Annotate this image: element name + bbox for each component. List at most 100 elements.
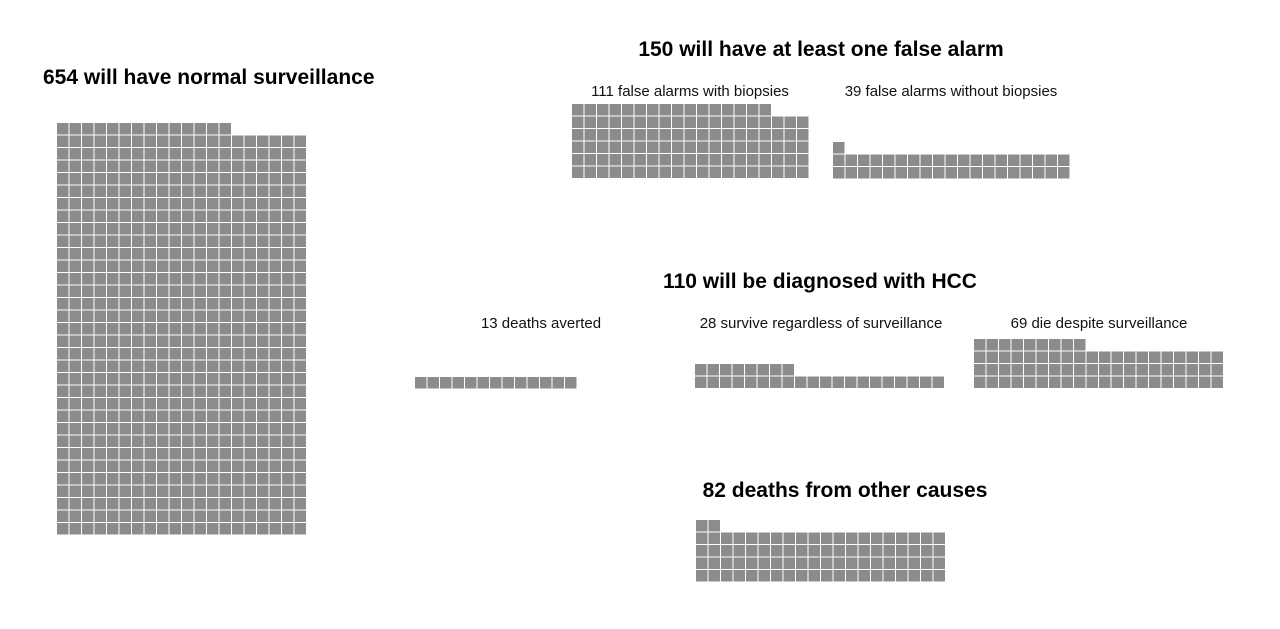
waffle-normal-cell	[282, 147, 294, 159]
waffle-normal-cell	[294, 410, 306, 422]
waffle-without-biopsies-cell	[895, 166, 907, 178]
waffle-with-biopsies-cell	[634, 116, 646, 128]
waffle-normal-cell	[244, 272, 256, 284]
waffle-normal-cell	[269, 372, 281, 384]
waffle-with-biopsies-cell	[759, 104, 771, 116]
waffle-normal-cell	[194, 310, 206, 322]
waffle-normal-cell	[169, 422, 181, 434]
waffle-survive-cell	[870, 376, 882, 388]
waffle-normal-cell	[119, 510, 131, 522]
waffle-normal-cell	[157, 135, 169, 147]
waffle-normal-cell	[244, 147, 256, 159]
waffle-normal-cell	[244, 410, 256, 422]
waffle-normal-cell	[232, 497, 244, 509]
waffle-normal-cell	[257, 385, 269, 397]
waffle-survive-cell	[720, 376, 732, 388]
waffle-averted-cell	[552, 376, 564, 388]
waffle-normal-cell	[69, 522, 81, 534]
waffle-normal-cell	[157, 322, 169, 334]
waffle-with-biopsies-cell	[734, 129, 746, 141]
waffle-normal-cell	[232, 422, 244, 434]
waffle-normal-cell	[244, 135, 256, 147]
waffle-normal-cell	[207, 135, 219, 147]
waffle-normal-cell	[82, 385, 94, 397]
waffle-normal-cell	[157, 260, 169, 272]
waffle-with-biopsies-cell	[634, 129, 646, 141]
waffle-die-cell	[1199, 364, 1211, 376]
waffle-normal-cell	[257, 435, 269, 447]
waffle-normal-cell	[182, 285, 194, 297]
waffle-normal-cell	[107, 160, 119, 172]
waffle-normal-cell	[69, 222, 81, 234]
waffle-normal-cell	[94, 472, 106, 484]
waffle-normal-cell	[57, 397, 69, 409]
waffle-normal-cell	[57, 485, 69, 497]
waffle-normal-cell	[94, 410, 106, 422]
waffle-normal-cell	[219, 172, 231, 184]
waffle-die-cell	[1074, 351, 1086, 363]
waffle-normal-cell	[132, 472, 144, 484]
waffle-normal-cell	[219, 247, 231, 259]
waffle-normal-cell	[57, 472, 69, 484]
waffle-survive-cell	[770, 376, 782, 388]
waffle-survive-cell	[770, 364, 782, 376]
waffle-normal-cell	[94, 222, 106, 234]
waffle-with-biopsies-cell	[772, 116, 784, 128]
waffle-die-cell	[1061, 351, 1073, 363]
waffle-die-cell	[1061, 376, 1073, 388]
waffle-normal-cell	[244, 460, 256, 472]
waffle-normal-cell	[244, 322, 256, 334]
waffle-normal-cell	[257, 210, 269, 222]
waffle-other-deaths-cell	[846, 569, 858, 581]
waffle-without-biopsies-cell	[920, 166, 932, 178]
waffle-normal-cell	[244, 522, 256, 534]
waffle-with-biopsies-cell	[597, 116, 609, 128]
waffle-normal-cell	[57, 160, 69, 172]
waffle-without-biopsies-cell	[958, 154, 970, 166]
waffle-normal-cell	[232, 285, 244, 297]
waffle-survive-cell	[745, 376, 757, 388]
waffle-without-biopsies-cell	[983, 154, 995, 166]
waffle-die-cell	[1061, 364, 1073, 376]
waffle-survive-cell	[707, 376, 719, 388]
waffle-normal-cell	[132, 335, 144, 347]
waffle-normal-cell	[207, 522, 219, 534]
waffle-with-biopsies-cell	[572, 141, 584, 153]
waffle-survive-cell	[732, 364, 744, 376]
waffle-normal-cell	[207, 497, 219, 509]
waffle-normal-cell	[119, 135, 131, 147]
waffle-normal-cell	[69, 122, 81, 134]
waffle-normal-cell	[269, 297, 281, 309]
waffle-normal-cell	[94, 522, 106, 534]
waffle-normal-cell	[57, 447, 69, 459]
waffle-normal-cell	[169, 310, 181, 322]
waffle-normal-cell	[94, 247, 106, 259]
waffle-normal-cell	[194, 322, 206, 334]
waffle-die-cell	[1024, 339, 1036, 351]
waffle-normal-cell	[107, 135, 119, 147]
waffle-normal-cell	[194, 447, 206, 459]
waffle-normal-cell	[132, 160, 144, 172]
waffle-normal-cell	[132, 135, 144, 147]
waffle-normal-cell	[232, 147, 244, 159]
waffle-averted-cell	[565, 376, 577, 388]
waffle-without-biopsies-cell	[1058, 154, 1070, 166]
waffle-normal-cell	[157, 360, 169, 372]
waffle-normal-cell	[182, 360, 194, 372]
waffle-normal-cell	[82, 122, 94, 134]
waffle-survive-cell	[757, 364, 769, 376]
waffle-die-cell	[1011, 339, 1023, 351]
waffle-normal-cell	[232, 510, 244, 522]
waffle-normal-cell	[144, 185, 156, 197]
waffle-normal-cell	[294, 297, 306, 309]
waffle-survive-cell	[832, 376, 844, 388]
waffle-normal-cell	[132, 260, 144, 272]
waffle-normal-cell	[107, 235, 119, 247]
waffle-normal-cell	[82, 435, 94, 447]
waffle-die-cell	[1161, 364, 1173, 376]
waffle-normal-cell	[82, 485, 94, 497]
waffle-normal-cell	[269, 235, 281, 247]
waffle-normal-cell	[119, 310, 131, 322]
waffle-normal-cell	[257, 335, 269, 347]
waffle-normal-cell	[269, 385, 281, 397]
